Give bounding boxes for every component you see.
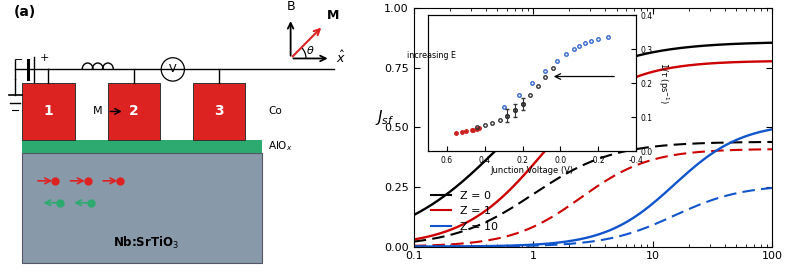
Y-axis label: $J_{sf}$: $J_{sf}$ xyxy=(375,109,395,127)
Bar xyxy=(22,139,262,153)
Text: Nb:SrTiO$_3$: Nb:SrTiO$_3$ xyxy=(113,235,179,251)
Bar xyxy=(193,139,245,153)
Bar xyxy=(107,83,160,139)
Text: 3: 3 xyxy=(214,104,224,118)
Bar xyxy=(22,139,75,153)
Text: $-$: $-$ xyxy=(13,53,23,63)
Text: 1: 1 xyxy=(44,104,54,118)
Text: $\hat{x}$: $\hat{x}$ xyxy=(336,50,346,67)
Text: B: B xyxy=(286,0,295,13)
Bar xyxy=(107,139,160,153)
Text: (a): (a) xyxy=(13,5,35,19)
Text: $\theta$: $\theta$ xyxy=(307,44,315,56)
Text: M: M xyxy=(93,106,103,116)
Text: Co: Co xyxy=(268,106,282,116)
Text: 2: 2 xyxy=(129,104,139,118)
Text: V: V xyxy=(169,64,177,75)
Y-axis label: 1/$\tau$ (ps$^{-1}$): 1/$\tau$ (ps$^{-1}$) xyxy=(656,62,670,104)
Bar xyxy=(22,83,75,139)
Bar xyxy=(193,83,245,139)
Bar xyxy=(22,153,262,263)
Text: $+$: $+$ xyxy=(39,52,49,63)
Legend: Z = 0, Z = 1, Z = 10: Z = 0, Z = 1, Z = 10 xyxy=(426,186,502,236)
Text: AlO$_x$: AlO$_x$ xyxy=(268,139,293,153)
Text: M: M xyxy=(327,9,340,22)
